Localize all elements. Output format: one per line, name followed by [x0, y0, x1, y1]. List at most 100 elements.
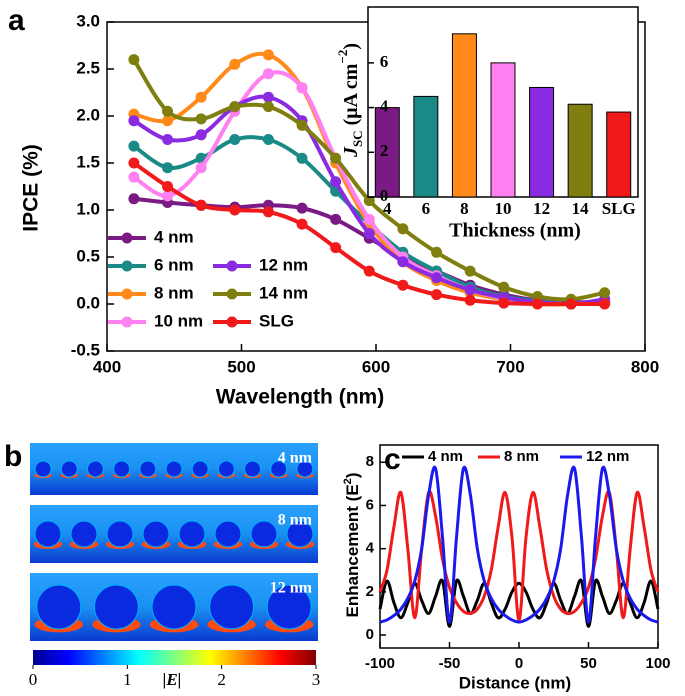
y-axis-label-part: SC [350, 130, 365, 147]
x-tick-label: 4 [383, 199, 392, 218]
x-tick-label: -50 [439, 655, 461, 672]
bar [451, 33, 477, 198]
data-point [128, 115, 140, 127]
y-tick-label: 3.0 [76, 11, 100, 30]
x-tick-label: -100 [365, 655, 395, 672]
data-point [229, 101, 241, 113]
bar [413, 95, 439, 198]
x-tick-label: 14 [572, 199, 590, 218]
data-point [498, 297, 510, 309]
data-point [262, 68, 274, 80]
y-axis-label-part: E [343, 484, 362, 495]
data-point [363, 213, 375, 225]
panel-label: b [4, 440, 22, 473]
y-tick-label: 8 [366, 453, 374, 470]
data-point [431, 272, 443, 284]
x-tick-label: 600 [362, 357, 390, 376]
panel-label: c [384, 443, 401, 476]
thickness-label: 12 nm [270, 580, 313, 597]
particle [93, 584, 139, 630]
y-axis-label: IPCE (%) [20, 144, 43, 232]
particle [191, 460, 209, 478]
data-point [262, 206, 274, 218]
legend-label: 10 nm [154, 311, 203, 330]
particle [86, 460, 104, 478]
data-point [195, 162, 207, 174]
legend-marker [121, 288, 133, 300]
data-point [431, 246, 443, 258]
data-point [128, 193, 140, 205]
y-axis-label-part: ) [343, 472, 362, 478]
bar [606, 111, 632, 198]
y-axis-label-part: J [340, 146, 362, 158]
legend-marker [121, 316, 133, 328]
particle [266, 584, 312, 630]
y-tick-label: 0 [366, 626, 374, 643]
data-point [330, 152, 342, 164]
data-point [397, 279, 409, 291]
particle [296, 460, 314, 478]
x-tick-label: SLG [602, 199, 636, 218]
x-tick-label: 8 [460, 199, 469, 218]
data-point [296, 152, 308, 164]
particle [113, 460, 131, 478]
data-point [162, 105, 174, 117]
particle [165, 460, 183, 478]
data-point [296, 119, 308, 131]
x-tick-label: 500 [227, 357, 255, 376]
x-axis-label: Distance (nm) [459, 673, 571, 692]
data-point [363, 265, 375, 277]
data-point [162, 115, 174, 127]
x-tick-label: 10 [495, 199, 512, 218]
thickness-label: 4 nm [278, 450, 313, 467]
legend-label: 12 nm [586, 448, 629, 465]
data-point [162, 162, 174, 174]
data-point [195, 199, 207, 211]
particle [286, 520, 314, 548]
particle [250, 520, 278, 548]
bar [529, 86, 555, 198]
y-tick-label: 2 [380, 141, 389, 160]
legend-marker [226, 288, 238, 300]
data-point [431, 289, 443, 301]
y-tick-label: 4 [380, 96, 389, 115]
legend-label: SLG [259, 311, 294, 330]
series-line [379, 465, 659, 624]
data-point [128, 54, 140, 66]
data-point [296, 202, 308, 214]
data-point [128, 157, 140, 169]
x-tick-label: 12 [533, 199, 550, 218]
legend-label: 8 nm [154, 283, 194, 302]
y-axis-label-part: (μA cm [340, 63, 362, 130]
data-point [464, 284, 476, 296]
y-tick-label: 1.5 [76, 152, 100, 171]
data-point [363, 228, 375, 239]
bar [567, 103, 593, 198]
legend-marker [121, 232, 133, 244]
panel-label: a [8, 4, 25, 37]
y-tick-label: 0.0 [76, 293, 100, 312]
data-point [498, 281, 510, 293]
legend-marker [121, 260, 133, 272]
particle [217, 460, 235, 478]
y-tick-label: 4 [366, 540, 375, 557]
series-line [378, 578, 660, 628]
y-tick-label: 6 [366, 496, 374, 513]
y-tick-label: 2.0 [76, 105, 100, 124]
legend-label: 14 nm [259, 283, 308, 302]
data-point [296, 82, 308, 94]
data-point [363, 195, 375, 207]
y-tick-label: 0.5 [76, 246, 100, 265]
data-point [128, 171, 140, 183]
data-point [162, 190, 174, 202]
bar [374, 107, 400, 198]
x-tick-label: 800 [631, 357, 659, 376]
data-point [229, 204, 241, 216]
data-point [262, 49, 274, 61]
y-axis-label: Enhancement (E2) [342, 472, 363, 617]
data-point [330, 242, 342, 254]
data-point [531, 290, 543, 302]
data-point [195, 129, 207, 141]
y-axis-label-part: 2 [342, 478, 354, 484]
